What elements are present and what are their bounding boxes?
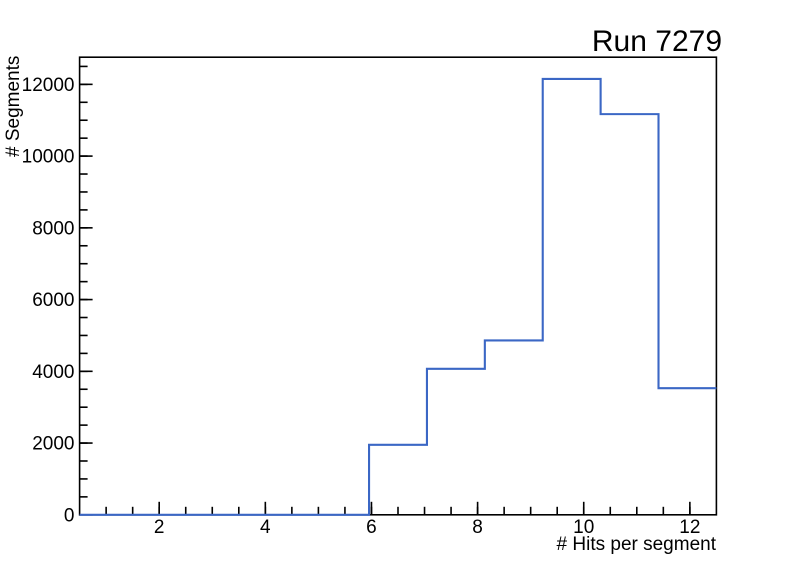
y-axis-tick-label: 8000	[32, 218, 74, 239]
x-axis-tick-label: 12	[679, 517, 700, 538]
x-axis-ticks: 2 4 6 8 10 12	[105, 501, 700, 538]
y-axis-tick-label: 4000	[32, 362, 74, 383]
x-axis-title: # Hits per segment	[557, 534, 717, 555]
y-axis-tick-label: 6000	[32, 290, 74, 311]
y-axis-ticks: 0 2000 4000 6000 8000 10000 12000	[22, 65, 93, 526]
y-axis-tick-label: 10000	[22, 147, 75, 168]
y-axis-title: # Segments	[3, 56, 24, 157]
x-axis-tick-label: 10	[573, 517, 594, 538]
x-axis-tick-label: 2	[154, 517, 165, 538]
y-axis-tick-label: 12000	[22, 75, 75, 96]
chart-title: Run 7279	[592, 25, 722, 58]
x-axis-tick-label: 4	[260, 517, 271, 538]
x-axis-tick-label: 6	[366, 517, 377, 538]
histogram-line	[79, 77, 717, 516]
y-axis-tick-label: 2000	[32, 434, 74, 455]
plot-frame	[78, 56, 718, 516]
x-axis-tick-label: 8	[472, 517, 483, 538]
y-axis-tick-label: 0	[64, 505, 75, 526]
